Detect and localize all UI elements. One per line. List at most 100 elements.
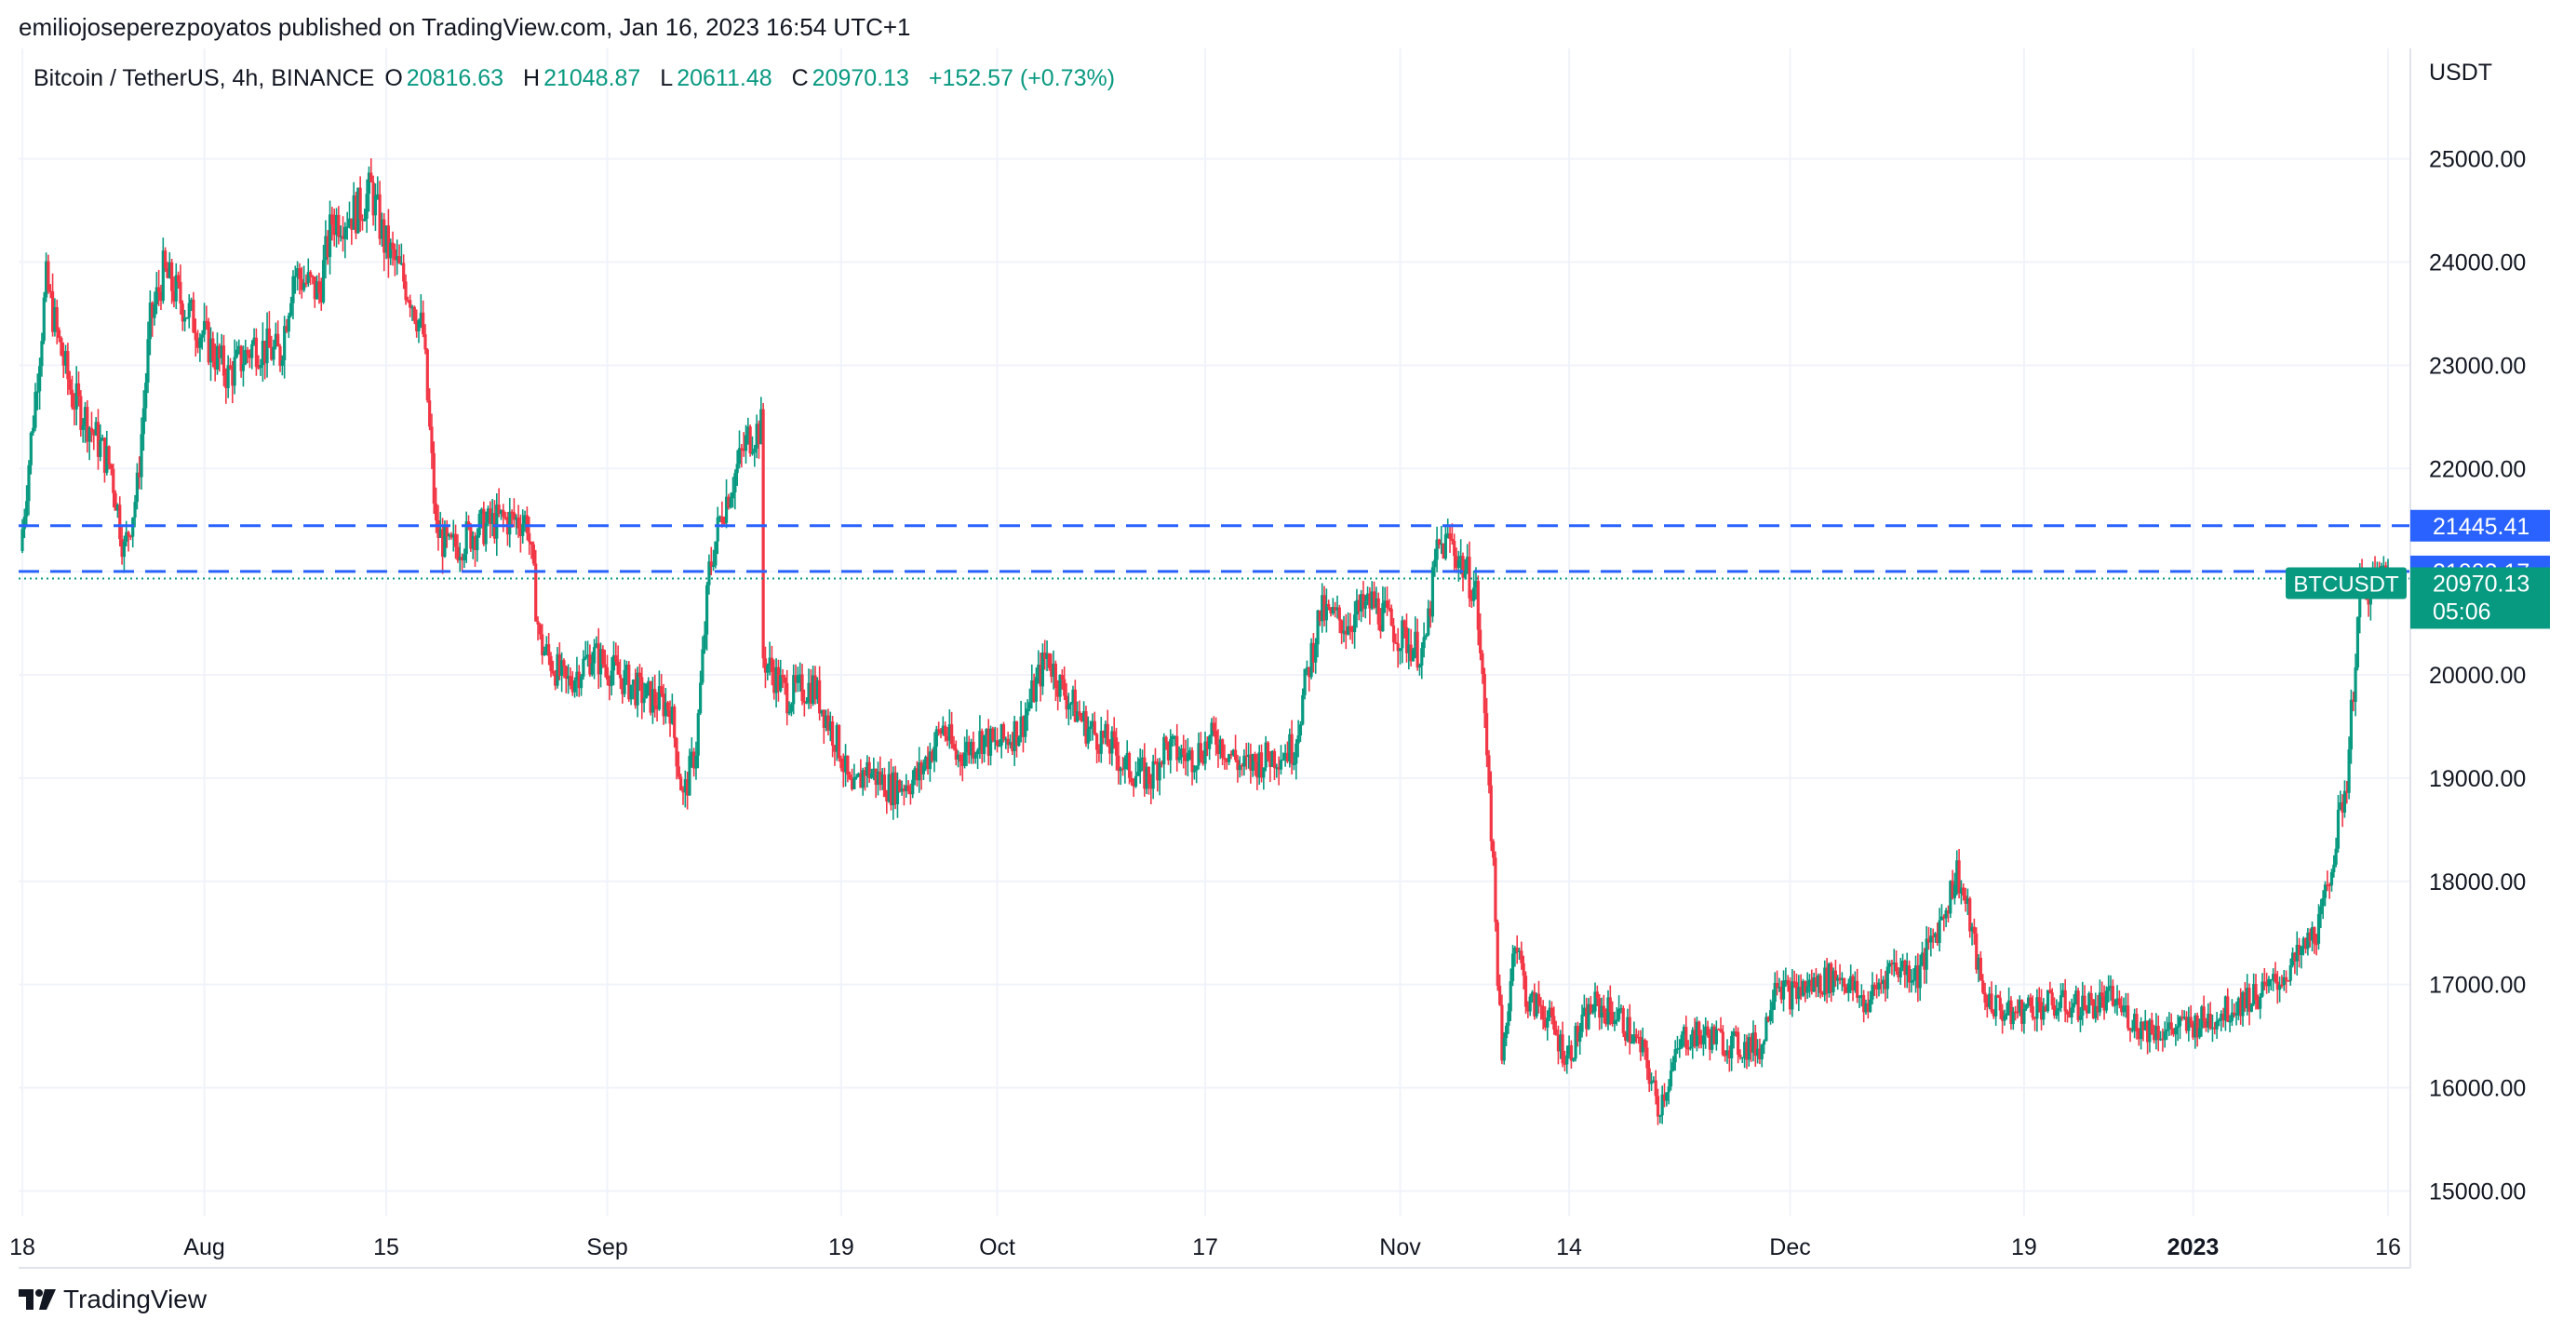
candle-body	[1667, 1086, 1670, 1093]
chart-grid	[19, 48, 2410, 1216]
candle-body	[382, 219, 386, 253]
candle-body	[2065, 1011, 2070, 1015]
candle-body	[1745, 1042, 1749, 1060]
candle-body	[1825, 967, 1829, 994]
candle-body	[2016, 1011, 2019, 1014]
candle-body	[120, 539, 124, 558]
candle-body	[850, 778, 854, 789]
candle-body	[835, 724, 839, 752]
candle-body	[872, 768, 876, 774]
candle-body	[502, 509, 505, 518]
candle-body	[690, 751, 693, 757]
candle-body	[1136, 772, 1140, 776]
symbol-tag-label: BTCUSDT	[2293, 572, 2399, 597]
candle-body	[889, 774, 893, 806]
candle-body	[1574, 1026, 1577, 1059]
candle-body	[588, 654, 592, 675]
candle-body	[1190, 750, 1194, 773]
candle-body	[1295, 743, 1298, 764]
candle-body	[2019, 1000, 2024, 1024]
y-axis-unit: USDT	[2429, 60, 2492, 86]
candle-body	[2109, 986, 2113, 988]
candle-body	[1019, 716, 1023, 737]
candle-body	[135, 472, 139, 503]
candle-body	[2063, 990, 2067, 1012]
candle-body	[2236, 998, 2240, 1015]
candle-body	[1492, 841, 1496, 858]
candle-body	[1925, 938, 1928, 970]
candle-body	[1684, 1027, 1688, 1048]
candle-body	[1301, 694, 1305, 725]
candle-body	[419, 312, 423, 320]
candle-body	[315, 281, 319, 300]
symbol-tag	[2286, 567, 2407, 599]
candle-body	[161, 250, 165, 302]
candle-body	[973, 754, 977, 759]
candle-body	[1195, 765, 1199, 771]
candle-body	[428, 400, 432, 427]
candle-body	[1600, 1005, 1603, 1018]
candle-body	[2044, 1005, 2047, 1012]
candle-body	[854, 776, 858, 778]
candle-body	[2195, 1015, 2199, 1038]
candle-body	[1645, 1047, 1649, 1069]
candle-body	[1721, 1031, 1724, 1056]
candle-body	[582, 658, 585, 677]
candle-body	[92, 431, 96, 436]
candle-body	[1543, 1019, 1548, 1028]
candle-body	[1582, 1007, 1586, 1016]
candle-body	[683, 779, 687, 793]
y-tick-label: 18000.00	[2429, 869, 2526, 895]
candle-body	[1944, 910, 1948, 919]
candle-body	[1043, 652, 1047, 659]
candle-body	[1817, 975, 1820, 988]
candle-body	[2033, 1017, 2037, 1019]
candle-body	[479, 508, 484, 514]
candle-body	[2241, 992, 2245, 1017]
candle-body	[101, 438, 104, 441]
candle-body	[1639, 1036, 1643, 1053]
candle-body	[211, 338, 215, 361]
candle-body	[115, 505, 120, 511]
footer-brand[interactable]: TradingView	[19, 1285, 207, 1314]
candle-body	[2204, 1020, 2208, 1028]
candle-body	[503, 517, 507, 518]
candle-body	[1717, 1029, 1721, 1030]
candle-body	[1706, 1026, 1710, 1036]
candle-body	[759, 409, 763, 445]
candle-body	[523, 515, 527, 524]
candle-body	[2076, 990, 2080, 1020]
legend-symbol[interactable]: Bitcoin / TetherUS, 4h, BINANCE	[34, 65, 375, 91]
candle-body	[2163, 1030, 2167, 1041]
candle-body	[972, 741, 975, 759]
candle-body	[2287, 980, 2290, 982]
candle-body	[404, 281, 408, 301]
candle-body	[2120, 1004, 2124, 1013]
candle-body	[2220, 1013, 2223, 1020]
candle-body	[1277, 767, 1281, 770]
candle-body	[1292, 763, 1296, 765]
candle-body	[76, 383, 81, 397]
candle-body	[99, 440, 102, 457]
candle-body	[1929, 936, 1933, 943]
legend-close-label: C	[791, 65, 809, 91]
candle-body	[1737, 1031, 1740, 1056]
candle-body	[53, 307, 57, 332]
candle-body	[1979, 957, 1982, 981]
candle-body	[2184, 1017, 2189, 1031]
candle-body	[1008, 742, 1013, 746]
candle-body	[1228, 754, 1231, 762]
candle-body	[2135, 1014, 2139, 1032]
candle-body	[1656, 1096, 1660, 1117]
candle-body	[995, 740, 1000, 747]
candle-body	[1517, 950, 1522, 952]
candle-body	[341, 236, 345, 239]
candle-body	[1143, 757, 1147, 789]
candle-body	[937, 729, 941, 731]
candle-body	[1660, 1094, 1664, 1116]
candle-body	[1968, 898, 1972, 932]
candle-body	[787, 711, 791, 714]
candle-body	[432, 452, 436, 504]
